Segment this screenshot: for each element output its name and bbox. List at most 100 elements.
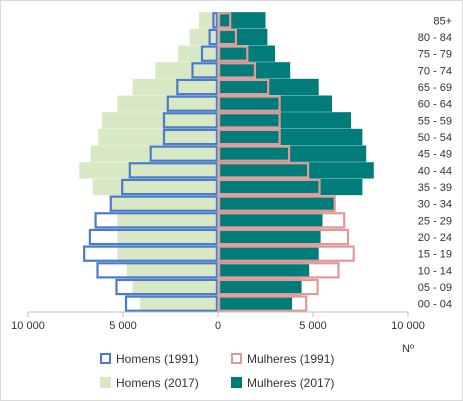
y-category-label: 30 - 34 [418,199,452,211]
y-category-label: 10 - 14 [418,265,452,277]
y-category-label: 70 - 74 [418,65,452,77]
bar-homens-2017-9 [90,145,218,162]
y-category-label: 75 - 79 [418,49,452,61]
bar-mulheres-2017-9 [218,145,367,162]
y-category-label: 20 - 24 [418,232,452,244]
legend-swatch [100,353,111,364]
x-tick-label: 0 [215,320,221,332]
bar-mulheres-1991-14 [218,62,257,79]
bar-mulheres-1991-10 [218,128,281,146]
bar-mulheres-2017-0 [218,295,293,312]
bar-mulheres-2017-7 [218,178,363,196]
bar-mulheres-2017-4 [218,228,321,246]
bar-homens-2017-14 [155,62,218,79]
y-category-label: 50 - 54 [418,132,452,144]
bar-homens-2017-16 [189,28,218,46]
y-category-label: 85+ [433,15,452,27]
legend-label: Homens (2017) [116,376,199,390]
bar-mulheres-2017-12 [218,95,332,112]
bar-mulheres-2017-3 [218,245,319,262]
legend: Homens (1991) Mulheres (1991) Homens (2017… [100,352,334,390]
bar-homens-2017-15 [178,45,218,62]
y-category-label: 80 - 84 [418,32,452,44]
bar-homens-2017-2 [126,262,218,279]
x-tick-label: 10 000 [391,320,425,332]
bar-homens-2017-17 [199,12,218,29]
bar-mulheres-1991-3 [218,245,355,262]
bar-homens-1991-8 [128,162,219,179]
bar-mulheres-2017-5 [218,212,323,229]
y-category-label: 65 - 69 [418,82,452,94]
bar-homens-1991-0 [124,295,219,312]
bar-mulheres-1991-15 [218,45,249,62]
legend-label: Mulheres (1991) [247,352,334,366]
y-category-label: 55 - 59 [418,115,452,127]
bar-mulheres-2017-8 [218,162,374,179]
bar-mulheres-1991-17 [218,12,232,29]
series-mulheres-2017 [218,12,374,312]
legend-swatch [231,353,242,364]
bar-homens-2017-5 [117,212,218,229]
bar-mulheres-1991-9 [218,145,291,162]
bar-homens-1991-5 [94,212,219,229]
bar-mulheres-1991-2 [218,262,340,279]
bar-homens-2017-13 [132,78,218,96]
bar-mulheres-1991-13 [218,78,270,96]
bar-homens-1991-11 [162,112,219,129]
y-category-label: 40 - 44 [418,165,452,177]
bar-mulheres-1991-4 [218,228,350,246]
y-category-label: 15 - 19 [418,249,452,261]
bar-homens-1991-16 [208,28,219,46]
bar-homens-2017-10 [98,128,218,146]
bar-mulheres-1991-1 [218,278,319,296]
bar-mulheres-2017-10 [218,128,363,146]
bar-mulheres-1991-12 [218,95,281,112]
bar-homens-1991-4 [88,228,219,246]
bar-homens-1991-15 [200,45,218,62]
bar-homens-1991-9 [149,145,218,162]
y-category-label: 60 - 64 [418,99,452,111]
series-homens-1991 [83,12,219,312]
bar-mulheres-1991-5 [218,212,346,229]
bar-homens-2017-4 [117,228,218,246]
y-category-label: 25 - 29 [418,215,452,227]
bar-mulheres-1991-6 [218,195,336,212]
bar-homens-1991-6 [109,195,219,212]
bar-mulheres-2017-11 [218,112,351,129]
bar-mulheres-1991-0 [218,295,308,312]
bar-mulheres-2017-17 [218,12,266,29]
bar-homens-2017-8 [79,162,218,179]
bar-homens-1991-1 [115,278,219,296]
bar-mulheres-2017-6 [218,195,334,212]
x-tick-label: 10 000 [11,320,45,332]
y-category-label: 00 - 04 [418,299,452,311]
bar-homens-1991-3 [83,245,218,262]
legend-label: Homens (1991) [116,352,199,366]
bar-mulheres-1991-8 [218,162,310,179]
bar-homens-1991-2 [96,262,219,279]
bar-homens-1991-7 [121,178,218,196]
legend-label: Mulheres (2017) [247,376,334,390]
bar-homens-2017-11 [102,112,218,129]
y-category-label: 45 - 49 [418,149,452,161]
bar-homens-2017-7 [92,178,218,196]
bar-homens-1991-13 [176,78,219,96]
bar-homens-2017-1 [132,278,218,296]
bar-mulheres-1991-7 [218,178,321,196]
legend-swatch [100,377,111,388]
bar-homens-1991-17 [212,12,218,29]
series-mulheres-1991 [218,12,355,312]
bar-homens-1991-14 [191,62,218,79]
bar-homens-2017-0 [140,295,218,312]
x-axis-title: Nº [402,343,414,355]
y-category-label: 35 - 39 [418,182,452,194]
bar-homens-1991-10 [162,128,219,146]
y-category-label: 05 - 09 [418,282,452,294]
legend-swatch [231,377,242,388]
series-homens-2017 [79,12,218,312]
bar-mulheres-1991-16 [218,28,238,46]
x-tick-label: 5 000 [299,320,327,332]
bar-homens-2017-3 [117,245,218,262]
bar-homens-2017-6 [109,195,218,212]
